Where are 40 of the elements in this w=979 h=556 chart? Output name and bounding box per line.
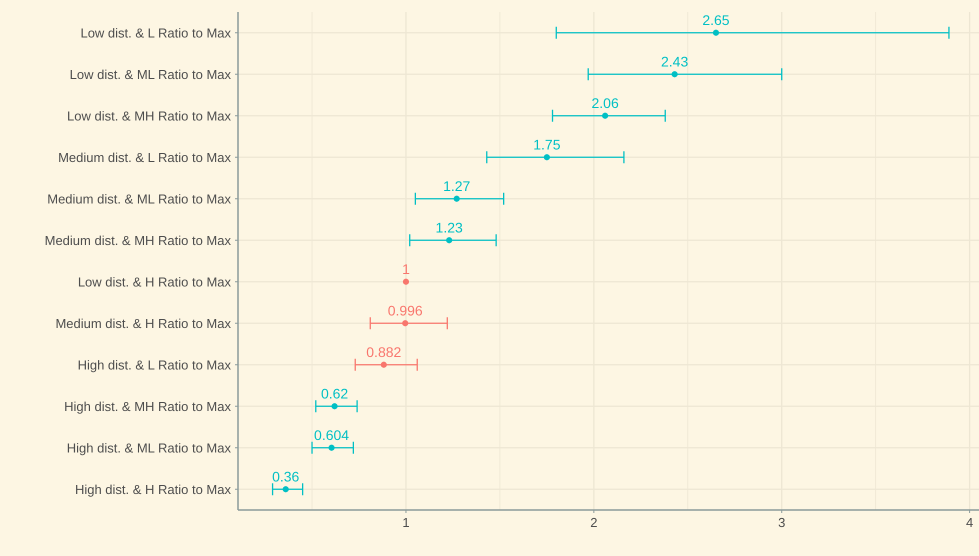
y-tick-label: Medium dist. & ML Ratio to Max — [47, 191, 232, 206]
x-tick-label: 3 — [778, 515, 786, 530]
y-tick-label: Low dist. & ML Ratio to Max — [70, 66, 232, 82]
x-tick-label: 4 — [966, 515, 974, 530]
y-tick-label: Medium dist. & MH Ratio to Max — [44, 232, 232, 248]
y-tick-label: Medium dist. & H Ratio to Max — [55, 316, 232, 331]
point — [446, 237, 452, 244]
y-tick-label: High dist. & MH Ratio to Max — [64, 398, 232, 414]
data-label: 2.43 — [661, 53, 688, 70]
data-label: 2.06 — [591, 94, 619, 111]
y-tick-label: High dist. & L Ratio to Max — [78, 357, 232, 372]
x-tick-label: 1 — [402, 515, 410, 530]
data-label: 1 — [402, 260, 410, 277]
point — [331, 403, 338, 410]
data-label: 0.882 — [366, 344, 402, 360]
point — [380, 362, 387, 368]
point — [454, 196, 460, 202]
data-label: 0.62 — [320, 385, 348, 402]
y-tick-label: High dist. & ML Ratio to Max — [66, 440, 232, 456]
data-label: 2.65 — [702, 12, 730, 28]
y-tick-label: Low dist. & MH Ratio to Max — [67, 108, 232, 124]
point — [712, 30, 720, 36]
data-label: 0.36 — [272, 468, 300, 484]
y-tick-label: Low dist. & L Ratio to Max — [80, 25, 232, 40]
x-tick-label: 2 — [590, 515, 598, 530]
data-label: 1.23 — [436, 219, 464, 236]
data-label: 0.604 — [314, 426, 350, 443]
point — [328, 444, 335, 451]
data-label: 1.75 — [533, 136, 561, 152]
y-tick-label: Low dist. & H Ratio to Max — [78, 274, 232, 290]
point — [602, 112, 608, 119]
y-tick-label: High dist. & H Ratio to Max — [74, 482, 232, 497]
point — [544, 154, 550, 160]
data-label: 0.996 — [388, 302, 423, 318]
data-label: 1.27 — [443, 178, 471, 194]
point — [282, 486, 289, 492]
point — [402, 320, 408, 326]
y-tick-label: Medium dist. & L Ratio to Max — [58, 150, 232, 165]
point — [402, 278, 410, 285]
point — [672, 71, 678, 78]
